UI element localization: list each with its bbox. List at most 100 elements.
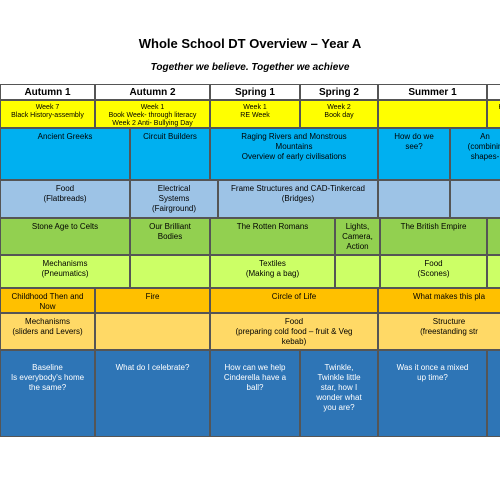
cell-text: His xyxy=(488,104,500,112)
table-cell xyxy=(130,255,210,288)
table-cell xyxy=(487,255,500,288)
cell-text: Mechanisms xyxy=(25,317,70,326)
table-cell: Our Brilliant Bodies xyxy=(130,218,210,255)
table-cell: His xyxy=(487,100,500,128)
table-cell: Rs xyxy=(487,350,500,437)
cell-text: An xyxy=(480,132,490,141)
cell-text: Spring 2 xyxy=(318,87,359,98)
cell-text: Food xyxy=(424,259,443,268)
cell-text: Week 2 xyxy=(327,104,351,111)
table-cell: The Rotten Romans xyxy=(210,218,335,255)
cell-text: Systems xyxy=(158,194,190,203)
cell-text: (Flatbreads) xyxy=(43,194,87,203)
cell-text: Our Brilliant xyxy=(149,222,191,231)
cell-text: The British Empire xyxy=(400,222,467,231)
cell-text: Ancient Greeks xyxy=(37,132,93,141)
cell-text: Summer 1 xyxy=(408,87,457,98)
cell-text: Raging Rivers and Monstrous xyxy=(241,132,347,141)
table-cell xyxy=(450,180,500,218)
cell-text: Baseline xyxy=(32,363,63,372)
cell-text: s xyxy=(488,373,500,383)
cell-text: Mountains xyxy=(275,142,313,151)
table-cell xyxy=(487,84,500,100)
table-cell: Summer 1 xyxy=(378,84,487,100)
table-cell: Circuit Builders xyxy=(130,128,210,180)
table-cell: An (combinin shapes- xyxy=(450,128,500,180)
cell-text: Is everybody's home xyxy=(10,373,85,382)
cell-text: Food xyxy=(55,184,75,193)
cell-text: Stone Age to Celts xyxy=(31,222,99,231)
cell-text: Twinkle, xyxy=(324,363,354,372)
cell-text: Frame Structures and CAD-Tinkercad xyxy=(231,184,365,193)
cell-text: R xyxy=(488,363,500,373)
table-cell: Spring 1 xyxy=(210,84,300,100)
cell-text: Camera, xyxy=(342,232,373,241)
table-cell: What makes this pla xyxy=(378,288,500,313)
cell-text: kebab) xyxy=(281,337,307,346)
table-cell: How can we help Cinderella have a ball? xyxy=(210,350,300,437)
cell-text: Autumn 1 xyxy=(24,87,71,98)
cell-text: star, how I xyxy=(320,383,358,392)
cell-text: shapes- xyxy=(470,152,500,161)
table-cell: What do I celebrate? xyxy=(95,350,210,437)
cell-text: How can we help xyxy=(224,363,286,372)
cell-text: Week 1 xyxy=(140,104,165,111)
cell-text: Spring 1 xyxy=(234,87,275,98)
table-cell: Mechanisms (Pneumatics) xyxy=(0,255,130,288)
cell-text: What makes this pla xyxy=(412,292,486,301)
cell-text: Week 7 xyxy=(35,104,60,111)
cell-text: Book day xyxy=(324,112,354,119)
cell-text: ball? xyxy=(246,383,264,392)
table-cell: Week 2 Book day xyxy=(300,100,378,128)
table-cell: Autumn 2 xyxy=(95,84,210,100)
cell-text: the same? xyxy=(28,383,67,392)
table-cell: Was it once a mixed up time? xyxy=(378,350,487,437)
table-cell: Mechanisms (sliders and Levers) xyxy=(0,313,95,350)
table-cell: Fire xyxy=(95,288,210,313)
cell-text: Overview of early civilisations xyxy=(241,152,347,161)
cell-text: Lights, xyxy=(345,222,370,231)
cell-text: (Scones) xyxy=(417,269,450,278)
cell-text: Structure xyxy=(432,317,466,326)
table-cell: Food (Scones) xyxy=(380,255,487,288)
table-cell: Frame Structures and CAD-Tinkercad (Bridg… xyxy=(218,180,378,218)
cell-text: Week 2 Anti- Bullying Day xyxy=(112,120,193,127)
cell-text: Textiles xyxy=(259,259,286,268)
table-cell: Stone Age to Celts xyxy=(0,218,130,255)
cell-text: see? xyxy=(405,142,423,151)
table-cell: The British Empire xyxy=(380,218,487,255)
table-cell: Autumn 1 xyxy=(0,84,95,100)
table-cell xyxy=(378,100,487,128)
title: Whole School DT Overview – Year A xyxy=(138,36,362,51)
cell-text: (Bridges) xyxy=(281,194,315,203)
table-cell: Childhood Then and Now xyxy=(0,288,95,313)
table-cell: Week 7 Black History-assembly xyxy=(0,100,95,128)
cell-text: Now xyxy=(39,302,56,311)
table-cell xyxy=(487,218,500,255)
cell-text: What do I celebrate? xyxy=(115,363,190,372)
cell-text: Bodies xyxy=(157,232,183,241)
cell-text: How do we xyxy=(394,132,434,141)
table-cell: Week 1 Book Week- through literacy Week 2 … xyxy=(95,100,210,128)
table-cell xyxy=(378,180,450,218)
cell-text: Action xyxy=(346,242,369,251)
cell-text: you are? xyxy=(323,403,355,412)
cell-text: Circle of Life xyxy=(271,292,317,301)
table-cell: Week 1 RE Week xyxy=(210,100,300,128)
table-cell: Food (preparing cold food – fruit & Veg ke… xyxy=(210,313,378,350)
table-cell xyxy=(95,313,210,350)
cell-text: Childhood Then and xyxy=(11,292,84,301)
table-cell: Ancient Greeks xyxy=(0,128,130,180)
cell-text: wonder what xyxy=(316,393,362,402)
table-cell xyxy=(335,255,380,288)
cell-text: (preparing cold food – fruit & Veg xyxy=(235,327,353,336)
table-cell: Raging Rivers and Monstrous Mountains Over… xyxy=(210,128,378,180)
cell-text: RE Week xyxy=(240,112,270,119)
subtitle: Together we believe. Together we achieve xyxy=(150,62,350,73)
table-cell: Electrical Systems (Fairground) xyxy=(130,180,218,218)
cell-text: (Making a bag) xyxy=(245,269,300,278)
cell-text: Black History-assembly xyxy=(11,112,84,119)
cell-text: (Pneumatics) xyxy=(41,269,89,278)
